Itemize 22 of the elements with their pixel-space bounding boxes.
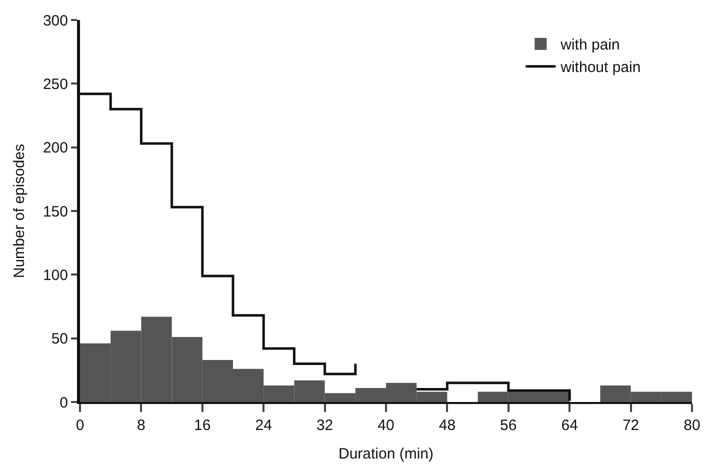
x-tick-label: 8 (137, 417, 146, 434)
x-tick-label: 32 (316, 417, 334, 434)
y-tick-label: 0 (60, 394, 68, 412)
legend-label: without pain (560, 59, 641, 76)
x-tick-label: 24 (255, 417, 272, 434)
x-tick-label: 80 (684, 417, 700, 434)
y-tick-label: 300 (42, 12, 68, 30)
y-tick-label: 100 (42, 266, 68, 284)
y-tick-label: 50 (51, 330, 68, 348)
x-tick-label: 56 (500, 417, 517, 434)
x-tick-label: 48 (438, 417, 456, 434)
y-tick-label: 200 (42, 140, 68, 157)
y-tick-label: 250 (42, 76, 68, 93)
x-tick-label: 40 (378, 417, 394, 434)
y-tick-label: 150 (42, 203, 68, 220)
x-tick-label: 16 (194, 417, 211, 434)
x-tick-label: 0 (76, 417, 84, 434)
x-axis-title: Duration (min) (338, 446, 434, 462)
x-tick-label: 64 (561, 417, 578, 434)
legend-label: with pain (560, 36, 620, 54)
y-axis-title: Number of episodes (11, 144, 28, 278)
x-tick-label: 72 (622, 417, 640, 434)
